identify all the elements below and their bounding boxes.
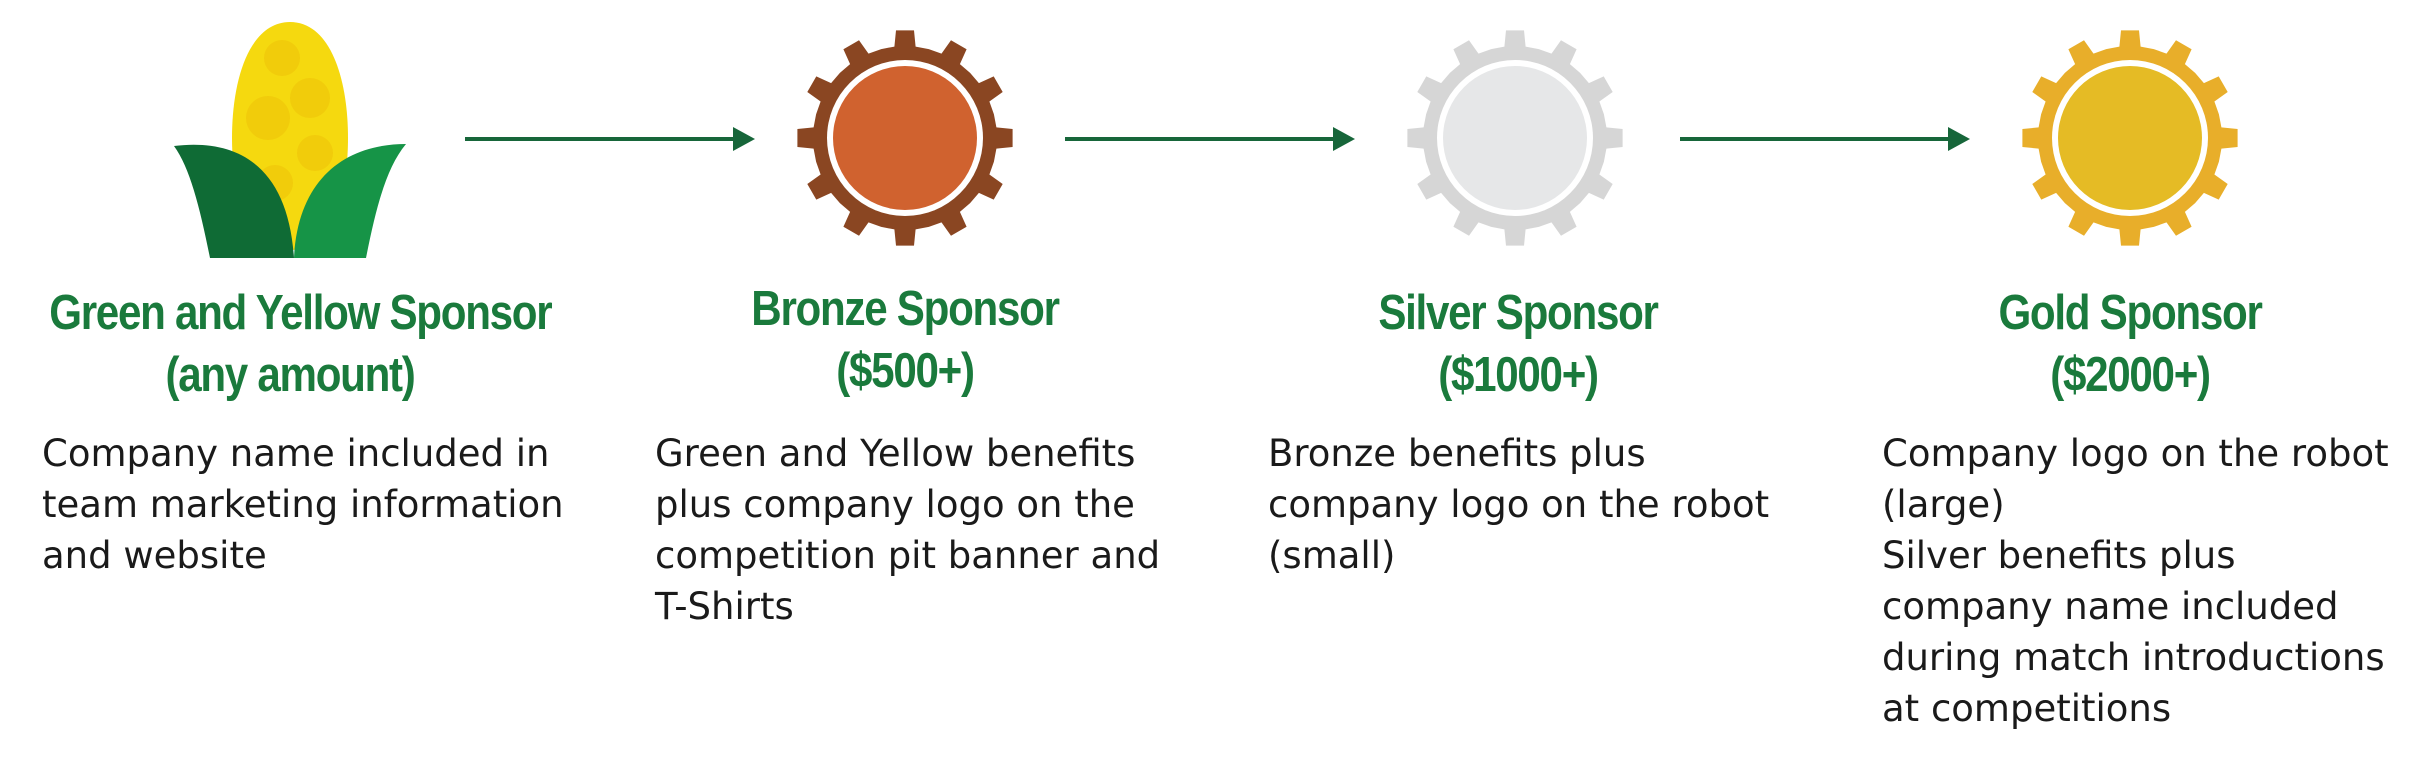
desc-line: Bronze benefits plus <box>1268 432 1646 475</box>
gold-gear-icon <box>2020 28 2240 248</box>
desc-line: plus company logo on the <box>655 483 1135 526</box>
tier-name: Gold Sponsor <box>1998 286 2262 340</box>
silver-gear-icon <box>1405 28 1625 248</box>
desc-line: Company logo on the robot <box>1882 432 2389 475</box>
tier-amount: ($2000+) <box>2050 348 2211 402</box>
tier-amount: (any amount) <box>165 348 415 402</box>
desc-line: (small) <box>1268 534 1396 577</box>
desc-line: during match introductions <box>1882 636 2385 679</box>
tier-amount: ($1000+) <box>1438 348 1599 402</box>
tier-name: Silver Sponsor <box>1378 286 1659 340</box>
desc-line: (large) <box>1882 483 2005 526</box>
desc-line: and website <box>42 534 267 577</box>
desc-line: team marketing information <box>42 483 564 526</box>
tier-title-gold: Gold Sponsor ($2000+) <box>1889 282 2371 406</box>
desc-line: competition pit banner and <box>655 534 1161 577</box>
tier-desc-green-yellow: Company name included in team marketing … <box>42 428 564 581</box>
desc-line: company name included <box>1882 585 2339 628</box>
tier-desc-gold: Company logo on the robot (large) Silver… <box>1882 428 2389 734</box>
desc-line: company logo on the robot <box>1268 483 1770 526</box>
tier-title-silver: Silver Sponsor ($1000+) <box>1277 282 1759 406</box>
bronze-gear-icon <box>795 28 1015 248</box>
tier-title-green-yellow: Green and Yellow Sponsor (any amount) <box>49 282 552 406</box>
tier-amount: ($500+) <box>836 344 975 398</box>
desc-line: Green and Yellow benefits <box>655 432 1136 475</box>
desc-line: at competitions <box>1882 687 2172 730</box>
desc-line: Company name included in <box>42 432 550 475</box>
tier-title-bronze: Bronze Sponsor ($500+) <box>664 278 1146 402</box>
desc-line: Silver benefits plus <box>1882 534 2236 577</box>
arrow-right-icon <box>465 124 755 154</box>
tier-name: Bronze Sponsor <box>751 282 1060 336</box>
corn-icon <box>170 18 410 258</box>
tier-desc-silver: Bronze benefits plus company logo on the… <box>1268 428 1770 581</box>
desc-line: T-Shirts <box>655 585 794 628</box>
arrow-right-icon <box>1065 124 1355 154</box>
tier-name: Green and Yellow Sponsor <box>49 286 552 340</box>
tier-desc-bronze: Green and Yellow benefits plus company l… <box>655 428 1161 632</box>
arrow-right-icon <box>1680 124 1970 154</box>
